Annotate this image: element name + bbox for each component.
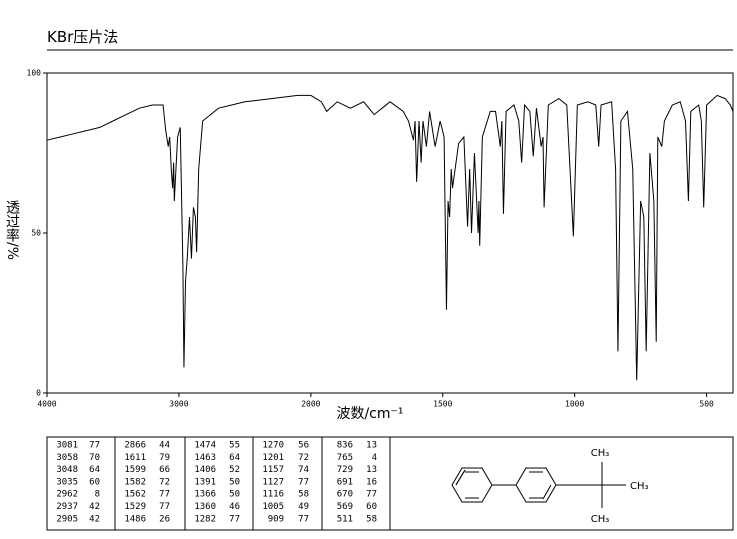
spectrum-line (46, 94, 734, 381)
table-wavenumber: 1282 (194, 514, 216, 524)
plot-frame (46, 72, 734, 394)
table-transmittance: 77 (366, 490, 377, 500)
table-wavenumber: 1116 (262, 490, 284, 500)
structure-label: CH₃ (591, 448, 610, 459)
table-transmittance: 77 (89, 441, 100, 451)
table-transmittance: 46 (229, 502, 240, 512)
structure-drawing (451, 462, 626, 508)
table-transmittance: 42 (89, 514, 100, 524)
table-transmittance: 77 (159, 490, 170, 500)
table-wavenumber: 765 (337, 453, 353, 463)
table-wavenumber: 1157 (262, 465, 284, 475)
structure-label: CH₃ (591, 514, 610, 525)
y-axis-label: 透过率/% (4, 200, 20, 260)
x-tick-label: 1000 (565, 400, 584, 409)
table-transmittance: 26 (159, 514, 170, 524)
table-transmittance: 79 (159, 453, 170, 463)
table-wavenumber: 1406 (194, 465, 216, 475)
table-wavenumber: 1366 (194, 490, 216, 500)
table-transmittance: 50 (229, 477, 240, 487)
table-transmittance: 60 (366, 502, 377, 512)
table-wavenumber: 1005 (262, 502, 284, 512)
table-transmittance: 77 (229, 514, 240, 524)
table-wavenumber: 3048 (56, 465, 78, 475)
table-transmittance: 74 (298, 465, 309, 475)
y-tick-label: 0 (36, 389, 41, 398)
x-tick-label: 500 (699, 400, 714, 409)
table-transmittance: 60 (89, 477, 100, 487)
table-wavenumber: 1529 (124, 502, 146, 512)
x-tick-label: 2000 (301, 400, 320, 409)
table-wavenumber: 1463 (194, 453, 216, 463)
table-transmittance: 13 (366, 441, 377, 451)
x-tick-label: 4000 (37, 400, 56, 409)
table-transmittance: 70 (89, 453, 100, 463)
table-wavenumber: 1599 (124, 465, 146, 475)
table-transmittance: 8 (95, 490, 100, 500)
table-wavenumber: 511 (337, 514, 353, 524)
table-wavenumber: 1474 (194, 441, 216, 451)
table-transmittance: 58 (366, 514, 377, 524)
table-transmittance: 56 (298, 441, 309, 451)
table-transmittance: 64 (89, 465, 100, 475)
y-tick-label: 50 (31, 229, 41, 238)
table-wavenumber: 2866 (124, 441, 146, 451)
table-wavenumber: 1270 (262, 441, 284, 451)
table-transmittance: 13 (366, 465, 377, 475)
chart-title: KBr压片法 (47, 28, 118, 46)
table-transmittance: 72 (159, 477, 170, 487)
table-transmittance: 16 (366, 477, 377, 487)
table-wavenumber: 569 (337, 502, 353, 512)
table-wavenumber: 1611 (124, 453, 146, 463)
table-transmittance: 52 (229, 465, 240, 475)
table-wavenumber: 3081 (56, 441, 78, 451)
table-wavenumber: 909 (268, 514, 284, 524)
table-wavenumber: 729 (337, 465, 353, 475)
table-wavenumber: 1360 (194, 502, 216, 512)
table-wavenumber: 3035 (56, 477, 78, 487)
table-transmittance: 77 (298, 477, 309, 487)
table-wavenumber: 3058 (56, 453, 78, 463)
table-wavenumber: 2962 (56, 490, 78, 500)
x-tick-label: 3000 (169, 400, 188, 409)
table-wavenumber: 670 (337, 490, 353, 500)
table-transmittance: 64 (229, 453, 240, 463)
x-axis-label: 波数/cm⁻¹ (336, 406, 403, 422)
table-wavenumber: 1391 (194, 477, 216, 487)
table-transmittance: 72 (298, 453, 309, 463)
table-transmittance: 58 (298, 490, 309, 500)
y-tick-label: 100 (27, 69, 42, 78)
table-wavenumber: 2937 (56, 502, 78, 512)
table-transmittance: 42 (89, 502, 100, 512)
table-transmittance: 49 (298, 502, 309, 512)
table-transmittance: 77 (298, 514, 309, 524)
table-wavenumber: 1562 (124, 490, 146, 500)
table-transmittance: 44 (159, 441, 170, 451)
x-tick-label: 1500 (433, 400, 452, 409)
table-transmittance: 50 (229, 490, 240, 500)
table-wavenumber: 836 (337, 441, 353, 451)
table-wavenumber: 691 (337, 477, 353, 487)
table-wavenumber: 1486 (124, 514, 146, 524)
table-wavenumber: 1201 (262, 453, 284, 463)
table-transmittance: 4 (372, 453, 377, 463)
table-wavenumber: 2905 (56, 514, 78, 524)
table-wavenumber: 1582 (124, 477, 146, 487)
structure-label: CH₃ (630, 481, 649, 492)
table-transmittance: 66 (159, 465, 170, 475)
table-transmittance: 77 (159, 502, 170, 512)
table-transmittance: 55 (229, 441, 240, 451)
table-wavenumber: 1127 (262, 477, 284, 487)
